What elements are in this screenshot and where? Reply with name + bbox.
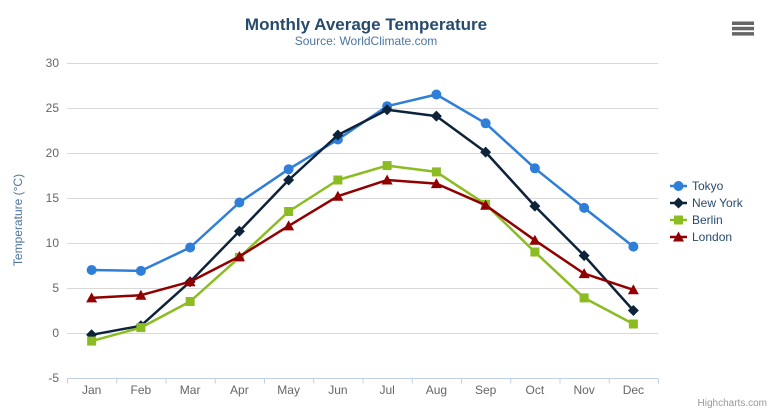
- x-axis-label: Feb: [131, 383, 152, 397]
- legend-label: New York: [692, 196, 744, 210]
- y-axis-label: 10: [46, 236, 60, 250]
- data-point-tokyo-sep[interactable]: [480, 118, 491, 129]
- series-new-york: [86, 104, 639, 341]
- y-axis-label: 5: [52, 281, 59, 295]
- data-point-berlin-aug[interactable]: [431, 167, 441, 177]
- series-london: [86, 174, 639, 303]
- x-axis-label: Jan: [82, 383, 101, 397]
- legend-item-new-york[interactable]: New York: [670, 196, 744, 210]
- legend-label: Tokyo: [692, 179, 724, 193]
- y-axis-label: 0: [52, 326, 59, 340]
- x-axis-label: Jun: [328, 383, 347, 397]
- data-point-london-jul[interactable]: [381, 174, 393, 185]
- data-point-berlin-oct[interactable]: [530, 247, 540, 257]
- data-point-tokyo-may[interactable]: [283, 164, 294, 175]
- x-axis-label: Apr: [230, 383, 249, 397]
- data-point-berlin-jun[interactable]: [333, 175, 343, 185]
- data-point-berlin-dec[interactable]: [628, 319, 638, 329]
- legend-label: London: [692, 230, 732, 244]
- legend-triangle-icon: [673, 231, 684, 242]
- data-point-new-york-jul[interactable]: [381, 104, 393, 116]
- data-point-new-york-dec[interactable]: [627, 305, 639, 316]
- y-axis-title: Temperature (°C): [11, 174, 25, 266]
- x-axis-label: Sep: [475, 383, 497, 397]
- data-point-tokyo-nov[interactable]: [579, 202, 590, 213]
- series-tokyo: [86, 89, 639, 276]
- data-point-london-aug[interactable]: [430, 178, 442, 189]
- data-point-new-york-aug[interactable]: [430, 110, 442, 122]
- data-point-tokyo-dec[interactable]: [628, 241, 639, 252]
- data-point-london-mar[interactable]: [184, 276, 196, 287]
- hamburger-menu-icon: [732, 21, 754, 36]
- data-point-berlin-mar[interactable]: [185, 297, 195, 306]
- x-axis-label: Oct: [526, 383, 545, 397]
- data-point-tokyo-mar[interactable]: [185, 242, 196, 253]
- x-axis-label: May: [277, 383, 300, 397]
- data-point-london-sep[interactable]: [480, 199, 492, 210]
- x-axis-label: Aug: [426, 383, 447, 397]
- data-point-london-jun[interactable]: [332, 190, 344, 201]
- data-point-new-york-oct[interactable]: [529, 200, 541, 212]
- data-point-london-may[interactable]: [283, 220, 295, 231]
- data-point-london-feb[interactable]: [135, 289, 147, 300]
- data-point-new-york-may[interactable]: [283, 174, 295, 186]
- context-menu-button[interactable]: [732, 21, 754, 36]
- legend-label: Berlin: [692, 213, 723, 227]
- gridlines: [67, 63, 658, 334]
- data-point-london-oct[interactable]: [529, 234, 541, 245]
- data-point-berlin-jan[interactable]: [87, 336, 97, 346]
- data-point-tokyo-apr[interactable]: [234, 197, 245, 208]
- data-point-london-jan[interactable]: [86, 292, 98, 303]
- plot-series: [86, 89, 639, 346]
- data-point-new-york-apr[interactable]: [233, 225, 245, 237]
- y-axis-label: -5: [48, 371, 59, 385]
- data-point-new-york-jun[interactable]: [332, 129, 344, 141]
- data-point-tokyo-jan[interactable]: [86, 265, 97, 275]
- series-line-berlin: [90, 164, 635, 343]
- series-line-london: [90, 178, 635, 300]
- data-point-tokyo-oct[interactable]: [529, 163, 540, 174]
- data-point-berlin-may[interactable]: [284, 207, 294, 216]
- legend-diamond-icon: [673, 197, 684, 209]
- y-axis-label: 15: [46, 191, 60, 205]
- chart-subtitle: Source: WorldClimate.com: [295, 34, 438, 48]
- data-point-new-york-nov[interactable]: [578, 250, 590, 262]
- series-line-new-york: [90, 108, 635, 337]
- legend-item-berlin[interactable]: Berlin: [670, 213, 723, 227]
- x-axis-label: Nov: [573, 383, 594, 397]
- x-axis-label: Dec: [623, 383, 644, 397]
- legend-item-tokyo[interactable]: Tokyo: [670, 179, 724, 193]
- data-point-london-nov[interactable]: [578, 268, 590, 279]
- x-axis-label: Jul: [379, 383, 394, 397]
- x-axis-label: Mar: [180, 383, 201, 397]
- legend-square-icon: [674, 215, 683, 225]
- y-axis-label: 25: [46, 101, 60, 115]
- y-axis-label: 30: [46, 56, 60, 70]
- data-point-berlin-feb[interactable]: [136, 323, 146, 333]
- legend-circle-icon: [673, 181, 684, 191]
- chart-title: Monthly Average Temperature: [245, 15, 487, 34]
- data-point-tokyo-aug[interactable]: [431, 89, 442, 100]
- series-line-tokyo: [90, 93, 635, 273]
- y-axis-label: 20: [46, 146, 60, 160]
- data-point-berlin-jul[interactable]: [382, 161, 392, 171]
- data-point-berlin-nov[interactable]: [579, 293, 589, 303]
- data-point-london-dec[interactable]: [627, 284, 639, 295]
- legend-item-london[interactable]: London: [670, 230, 732, 244]
- data-point-london-apr[interactable]: [233, 251, 245, 261]
- highcharts-credit-link[interactable]: Highcharts.com: [698, 398, 767, 409]
- legend: Tokyo New York Berlin London: [670, 179, 744, 244]
- data-point-tokyo-feb[interactable]: [135, 265, 146, 276]
- data-point-new-york-sep[interactable]: [480, 146, 492, 158]
- axes: -5 0 5 10 15 20 25 30 Jan Feb Mar Apr May Jun Jul Aug Se…: [46, 56, 659, 397]
